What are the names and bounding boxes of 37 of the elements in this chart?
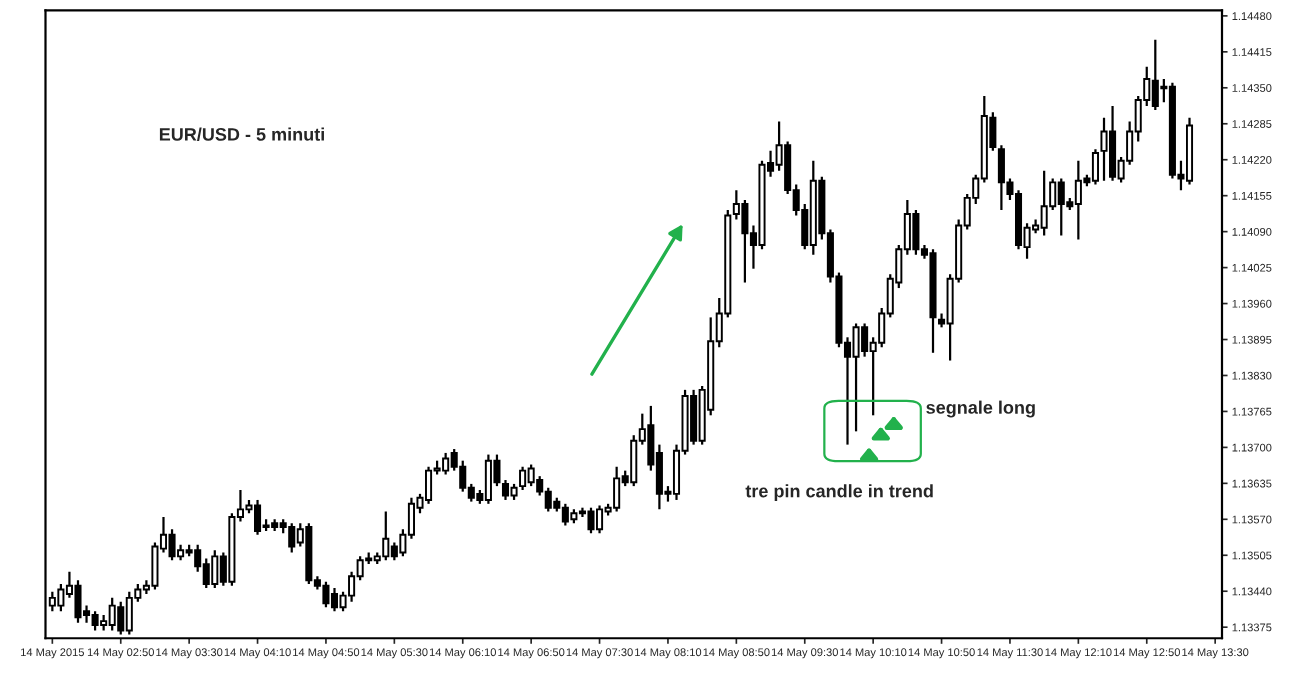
candlestick: [561, 502, 569, 527]
candlestick: [852, 322, 860, 433]
candlestick: [527, 463, 535, 488]
candlestick: [288, 522, 296, 554]
candlestick: [912, 208, 920, 256]
candlestick: [587, 506, 595, 535]
candlestick: [544, 486, 552, 513]
candlestick: [519, 465, 527, 492]
candlestick: [74, 579, 82, 624]
annotation: tre pin candle in trend: [745, 484, 933, 501]
candlestick: [484, 453, 492, 505]
candlestick: [501, 478, 510, 502]
candlestick: [330, 586, 339, 613]
candlestick: [168, 528, 176, 562]
candlestick: [997, 144, 1005, 212]
candlestick: [741, 198, 749, 284]
candlestick: [690, 388, 698, 446]
candlestick: [57, 582, 65, 613]
candlestick: [442, 451, 450, 476]
candlestick: [1057, 177, 1065, 237]
candlestick: [1040, 169, 1048, 237]
candlestick: [322, 580, 330, 609]
candlestick: [613, 465, 621, 513]
candlestick: [151, 541, 159, 591]
candlestick: [630, 434, 638, 488]
candlestick: [91, 610, 99, 632]
candlestick: [108, 596, 116, 632]
annotation: segnale long: [926, 400, 1035, 418]
candlestick: [382, 510, 390, 562]
candlestick: [861, 322, 869, 358]
candlestick: [1074, 159, 1082, 241]
candlestick: [202, 557, 210, 590]
candlestick: [459, 459, 467, 493]
text: EUR/USD - 5 minuti: [159, 127, 324, 141]
candlestick: [211, 549, 219, 590]
candlestick: [1151, 38, 1159, 112]
candlestick: [1100, 116, 1108, 182]
